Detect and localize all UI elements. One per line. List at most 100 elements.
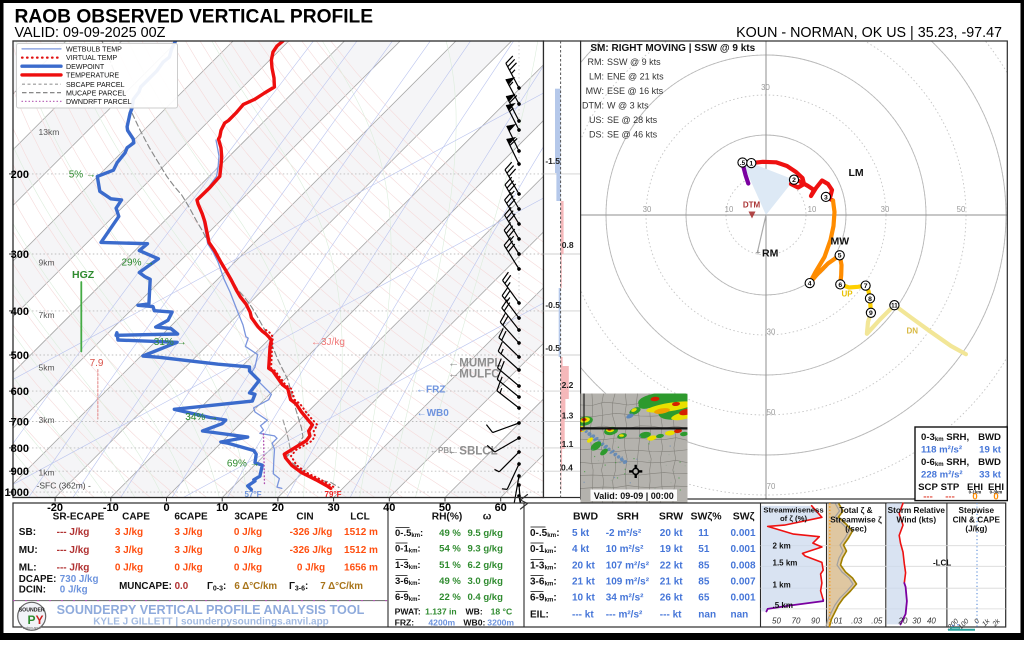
svg-text:33 kt: 33 kt xyxy=(979,470,1002,481)
svg-text:54 %: 54 % xyxy=(439,544,461,555)
svg-text:730 J/kg: 730 J/kg xyxy=(60,574,99,585)
svg-text:W @ 3 kts: W @ 3 kts xyxy=(607,101,649,111)
svg-text:Wind (kts): Wind (kts) xyxy=(897,516,937,525)
svg-text:0: 0 xyxy=(163,502,169,514)
svg-text:WB:: WB: xyxy=(466,607,483,617)
svg-text:←FRZ: ←FRZ xyxy=(416,385,445,396)
svg-text:10 kt: 10 kt xyxy=(572,593,595,604)
svg-text:7.9: 7.9 xyxy=(90,358,104,369)
svg-text:5: 5 xyxy=(838,253,842,260)
svg-text:1 km: 1 km xyxy=(773,580,791,589)
svg-text:5km: 5km xyxy=(39,363,55,373)
svg-text:-LCL: -LCL xyxy=(933,559,951,568)
svg-text:5% →: 5% → xyxy=(69,170,96,181)
svg-text:FRZ:: FRZ: xyxy=(395,618,415,628)
svg-text:49 %: 49 % xyxy=(439,576,461,587)
svg-text:6: 6 xyxy=(838,282,842,289)
svg-text:30: 30 xyxy=(761,83,770,92)
svg-text:LM:: LM: xyxy=(589,72,604,82)
svg-text:50: 50 xyxy=(957,205,966,214)
svg-text:1-3km:: 1-3km: xyxy=(530,561,557,572)
svg-text:1.3: 1.3 xyxy=(562,411,574,421)
svg-text:SRW: SRW xyxy=(659,511,683,523)
svg-text:2: 2 xyxy=(792,177,796,184)
svg-text:600: 600 xyxy=(11,386,29,398)
svg-text:2 km: 2 km xyxy=(773,542,791,551)
svg-text:0.001: 0.001 xyxy=(731,593,756,604)
svg-text:19 kt: 19 kt xyxy=(660,544,683,555)
svg-text:400: 400 xyxy=(11,306,29,318)
svg-text:WETBULB TEMP: WETBULB TEMP xyxy=(66,46,122,54)
svg-text:0.4 g/kg: 0.4 g/kg xyxy=(468,592,504,603)
svg-text:5 kt: 5 kt xyxy=(572,528,590,539)
svg-text:.03: .03 xyxy=(851,617,863,626)
svg-text:ENE @ 21 kts: ENE @ 21 kts xyxy=(607,72,664,82)
svg-text:1000: 1000 xyxy=(5,487,29,499)
svg-text:6-9km:: 6-9km: xyxy=(530,593,557,604)
svg-text:1512 m: 1512 m xyxy=(344,527,378,538)
svg-text:22 kt: 22 kt xyxy=(660,561,683,572)
svg-text:ω: ω xyxy=(483,512,492,523)
svg-text:3 J/kg: 3 J/kg xyxy=(115,527,143,538)
svg-text:21 kt: 21 kt xyxy=(660,577,683,588)
svg-text:0.4: 0.4 xyxy=(561,463,573,473)
svg-text:2.2: 2.2 xyxy=(562,380,574,390)
svg-text:SSW @ 9 kts: SSW @ 9 kts xyxy=(607,57,661,67)
svg-text:RH(%): RH(%) xyxy=(432,512,463,523)
svg-text:DS:: DS: xyxy=(589,130,604,140)
svg-text:MW:: MW: xyxy=(586,86,604,96)
svg-text:-SFC (362m) -: -SFC (362m) - xyxy=(37,481,91,491)
svg-text:3200m: 3200m xyxy=(487,618,514,628)
svg-text:VALID: 09-09-2025 00Z: VALID: 09-09-2025 00Z xyxy=(15,25,166,41)
svg-text:0-1km:: 0-1km: xyxy=(530,544,557,555)
svg-text:MU:: MU: xyxy=(19,545,38,556)
svg-text:500: 500 xyxy=(11,350,29,362)
svg-text:LM: LM xyxy=(849,167,864,179)
svg-text:10: 10 xyxy=(216,502,228,514)
svg-text:of ζ (%): of ζ (%) xyxy=(780,514,807,523)
svg-text:-2 m²/s²: -2 m²/s² xyxy=(606,528,642,539)
svg-text:40: 40 xyxy=(383,502,395,514)
svg-text:Streamwise ζ: Streamwise ζ xyxy=(830,516,882,525)
svg-text:3CAPE: 3CAPE xyxy=(234,512,268,523)
svg-text:30: 30 xyxy=(327,502,339,514)
svg-text:30: 30 xyxy=(643,205,652,214)
svg-text:10: 10 xyxy=(725,205,734,214)
svg-text:20: 20 xyxy=(898,617,908,626)
svg-text:34% →: 34% → xyxy=(185,412,218,423)
svg-text:0: 0 xyxy=(993,492,998,503)
svg-text:SBCAPE PARCEL: SBCAPE PARCEL xyxy=(66,81,125,89)
svg-text:--- J/kg: --- J/kg xyxy=(57,545,90,556)
svg-text:3 J/kg: 3 J/kg xyxy=(174,527,202,538)
svg-text:SB:: SB: xyxy=(19,527,36,538)
svg-text:19 kt: 19 kt xyxy=(979,445,1002,456)
svg-text:0 J/kg: 0 J/kg xyxy=(60,585,88,596)
svg-text:SWζ: SWζ xyxy=(733,511,755,523)
svg-text:SE @ 28 kts: SE @ 28 kts xyxy=(607,115,658,125)
svg-text:VIRTUAL TEMP: VIRTUAL TEMP xyxy=(66,54,117,62)
svg-text:DTM:: DTM: xyxy=(582,101,604,111)
svg-text:DN: DN xyxy=(907,327,919,336)
svg-text:6 Δ°C/km: 6 Δ°C/km xyxy=(234,581,277,592)
svg-text:49 %: 49 % xyxy=(439,528,461,539)
svg-text:RM: RM xyxy=(762,248,779,260)
svg-text:CIN & CAPE: CIN & CAPE xyxy=(953,516,1001,525)
svg-text:50: 50 xyxy=(772,617,781,626)
svg-text:0.0: 0.0 xyxy=(175,581,189,592)
svg-text:nan: nan xyxy=(731,610,749,621)
svg-text:SRH: SRH xyxy=(617,511,639,523)
svg-text:SR-ECAPE: SR-ECAPE xyxy=(53,512,105,523)
svg-text:11: 11 xyxy=(698,528,709,539)
svg-text:7: 7 xyxy=(864,283,868,290)
svg-text:BWD: BWD xyxy=(573,511,598,523)
svg-text:7km: 7km xyxy=(39,310,55,320)
svg-text:3-6km:: 3-6km: xyxy=(395,576,421,587)
svg-text:-1.5: -1.5 xyxy=(545,156,560,166)
svg-text:11: 11 xyxy=(891,303,898,310)
svg-text:70: 70 xyxy=(792,617,801,626)
svg-text:69% →: 69% → xyxy=(227,459,260,470)
svg-text:1.137 in: 1.137 in xyxy=(425,607,457,617)
svg-text:8: 8 xyxy=(868,296,872,303)
svg-text:0 J/kg: 0 J/kg xyxy=(115,563,143,574)
svg-text:KYLE J GILLETT | sounderpysoun: KYLE J GILLETT | sounderpysoundings.anvi… xyxy=(93,617,329,628)
